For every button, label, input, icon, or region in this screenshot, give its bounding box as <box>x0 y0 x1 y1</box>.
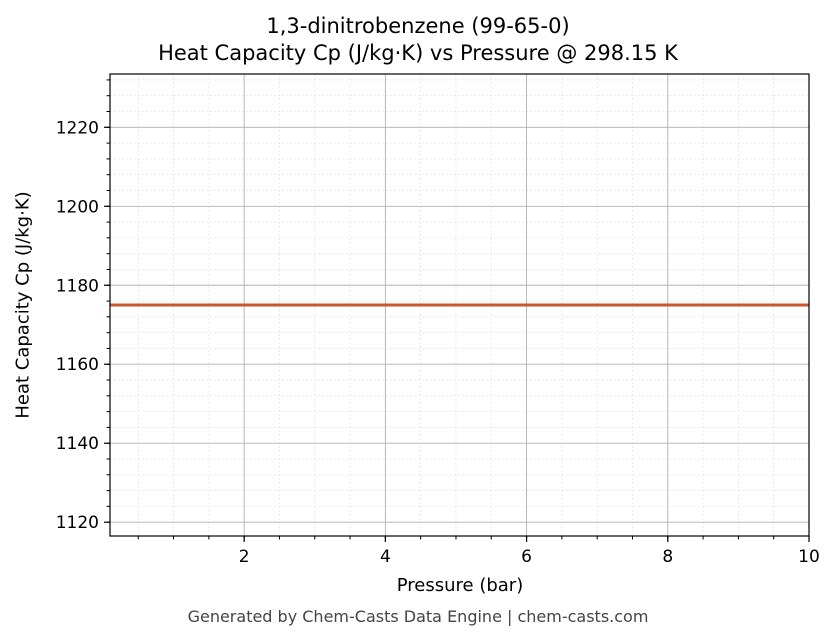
x-tick-label: 6 <box>521 547 532 567</box>
y-axis-label: Heat Capacity Cp (J/kg·K) <box>12 191 34 419</box>
chart-title: 1,3-dinitrobenzene (99-65-0) <box>266 14 570 38</box>
y-tick-label: 1220 <box>56 118 99 138</box>
x-tick-label: 8 <box>662 547 673 567</box>
chart-subtitle: Heat Capacity Cp (J/kg·K) vs Pressure @ … <box>158 41 678 65</box>
y-tick-label: 1140 <box>56 434 99 454</box>
plot-frame <box>109 73 810 537</box>
footer-credit: Generated by Chem-Casts Data Engine | ch… <box>187 607 649 626</box>
x-tick-label: 10 <box>798 547 820 567</box>
y-tick-label: 1160 <box>56 355 99 375</box>
x-tick-label: 4 <box>380 547 391 567</box>
x-tick-label: 2 <box>239 547 250 567</box>
axis-ticks: 2 4 6 8 10 1120 1140 1160 1180 1200 1220 <box>56 79 820 567</box>
major-grid <box>110 74 810 536</box>
x-axis-label: Pressure (bar) <box>396 575 524 596</box>
y-tick-label: 1200 <box>56 197 99 217</box>
y-tick-label: 1120 <box>56 513 99 533</box>
y-tick-label: 1180 <box>56 276 99 296</box>
